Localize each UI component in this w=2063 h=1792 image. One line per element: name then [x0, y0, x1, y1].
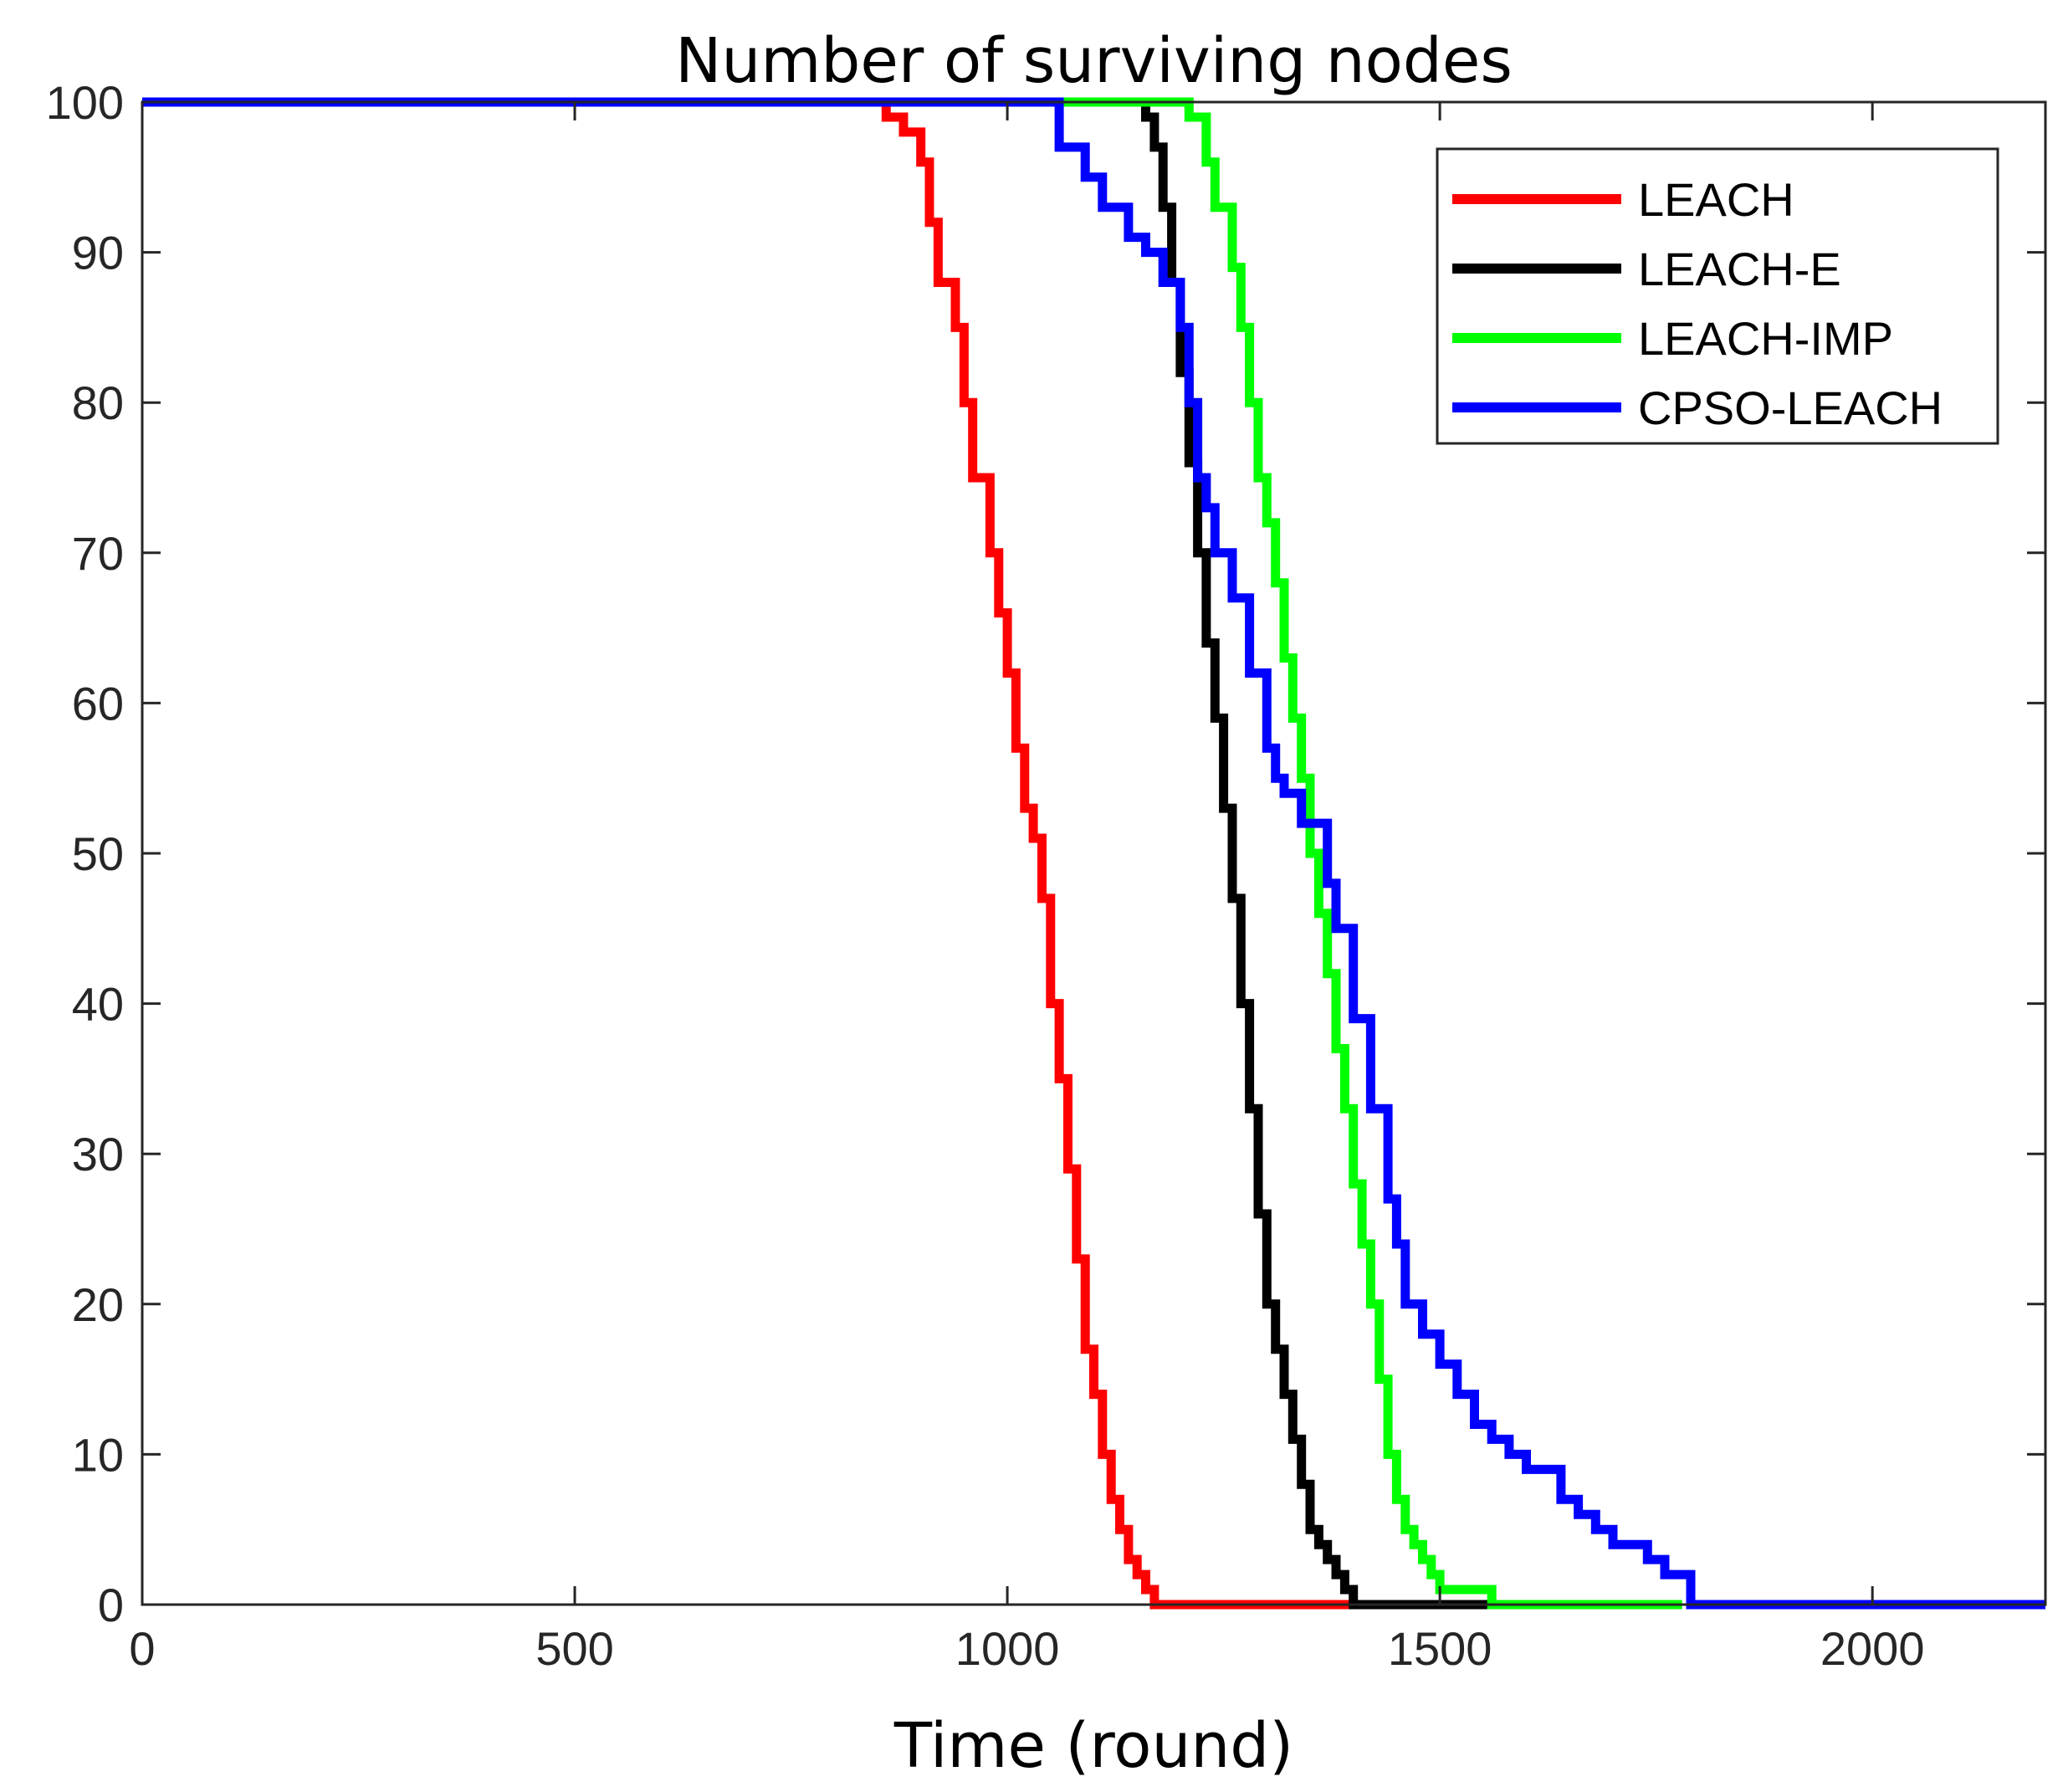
x-tick-label: 2000: [1820, 1622, 1925, 1675]
y-tick-label: 10: [72, 1428, 124, 1481]
axis-ticks: [141, 100, 2045, 1606]
x-tick-label: 1500: [1388, 1622, 1492, 1675]
y-tick-label: 20: [72, 1278, 124, 1331]
plot-lines: [142, 97, 2045, 1610]
series-line-leach-imp: [142, 97, 1682, 1610]
x-axis-label: Time (round): [893, 1710, 1293, 1782]
legend-label: CPSO-LEACH: [1638, 381, 1943, 434]
y-tick-label: 60: [72, 677, 124, 730]
x-tick-label: 0: [129, 1622, 155, 1675]
legend: LEACH LEACH-E LEACH-IMP CPSO-LEACH: [1436, 147, 1999, 445]
series-line-leach: [142, 97, 1354, 1610]
legend-label: LEACH-E: [1638, 243, 1841, 295]
series-line-leach-e: [142, 97, 1527, 1610]
x-tick-label: 500: [535, 1622, 613, 1675]
y-tick-label: 100: [46, 76, 124, 129]
y-tick-label: 30: [72, 1128, 124, 1180]
y-tick-label: 90: [72, 227, 124, 279]
chart-title: Number of surviving nodes: [675, 25, 1513, 97]
y-tick-label: 40: [72, 978, 124, 1031]
legend-label: LEACH: [1638, 173, 1794, 226]
y-tick-label: 50: [72, 827, 124, 880]
y-tick-label: 70: [72, 527, 124, 580]
x-tick-label: 1000: [955, 1622, 1060, 1675]
legend-label: LEACH-IMP: [1638, 312, 1893, 365]
y-tick-label: 0: [98, 1579, 124, 1631]
series-line-cpso-leach: [142, 97, 2045, 1610]
y-tick-label: 80: [72, 376, 124, 429]
tick-labels: 0 500 1000 1500 2000 0 10 20 30 40 50 60 70 80 90 100: [46, 76, 1925, 1675]
